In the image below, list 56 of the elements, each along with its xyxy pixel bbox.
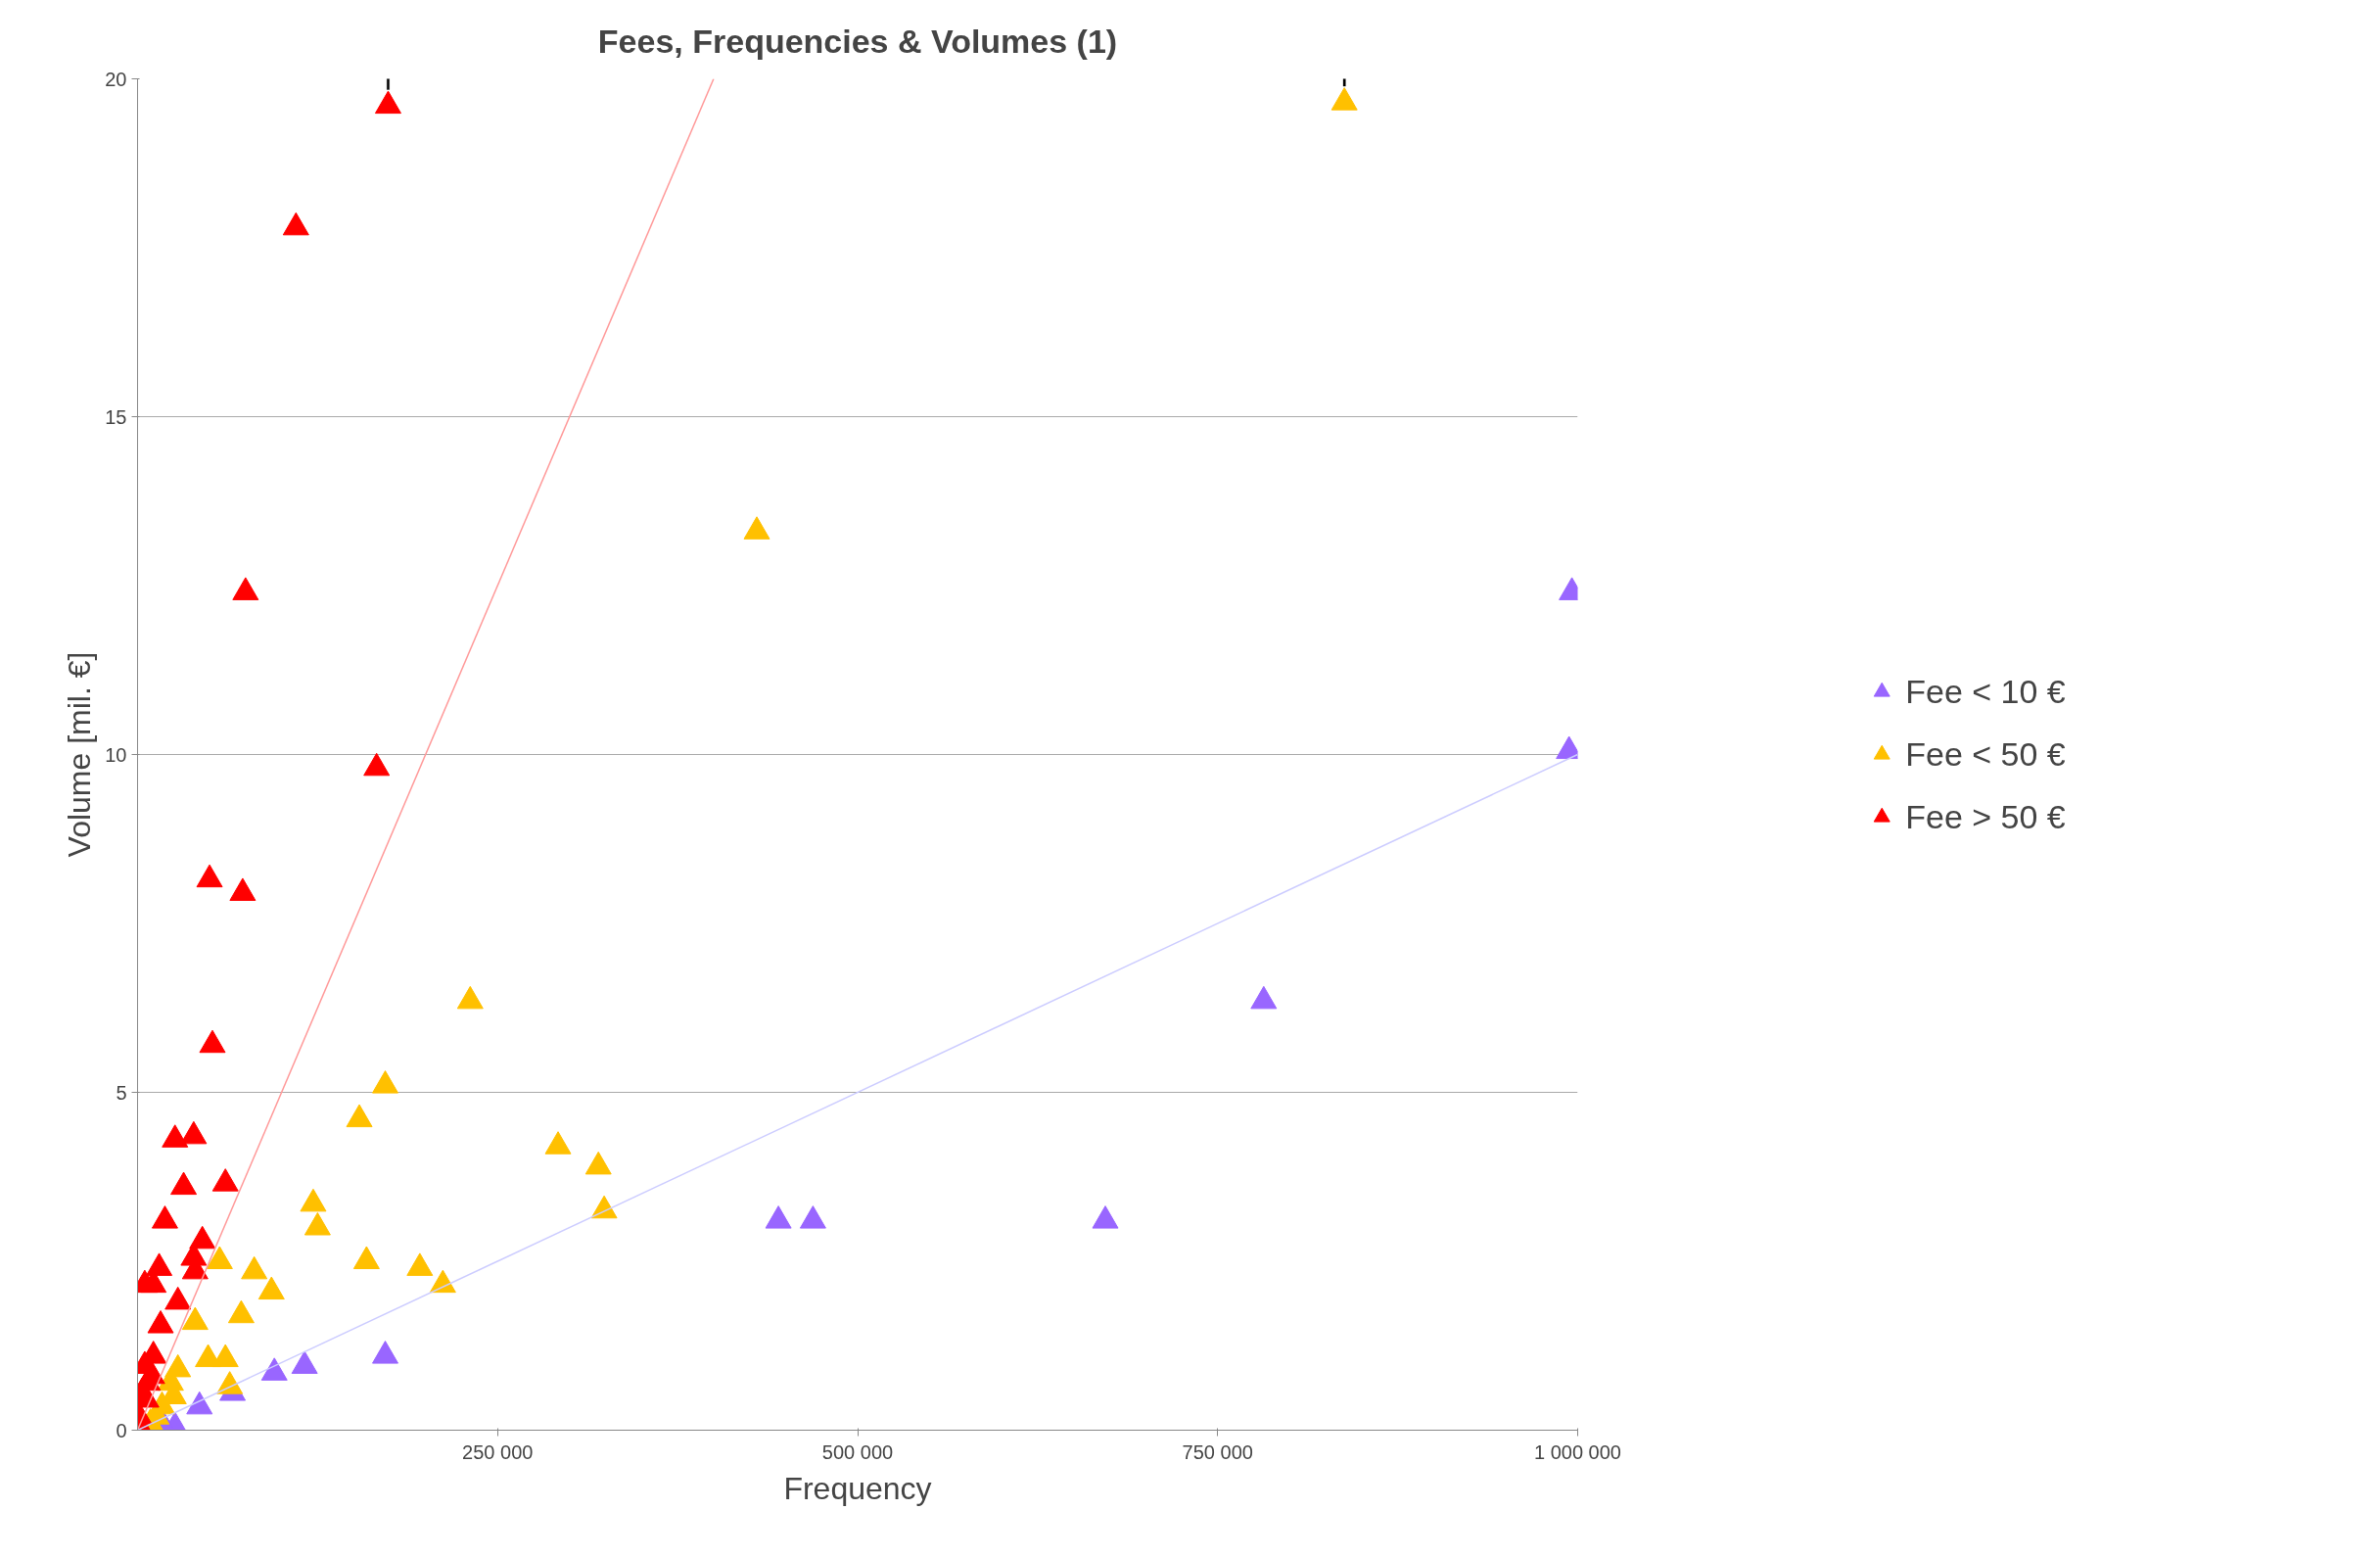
point [372, 1341, 399, 1364]
point [372, 1070, 399, 1094]
point [1330, 87, 1358, 111]
point [164, 1286, 192, 1310]
point [1092, 1205, 1119, 1229]
y-tick-label: 10 [105, 743, 127, 766]
x-tick-label: 750 000 [1182, 1440, 1253, 1463]
y-tick-label: 20 [105, 68, 127, 90]
legend-label: Fee > 50 € [1905, 797, 2066, 836]
point [1250, 985, 1278, 1010]
point [151, 1205, 178, 1229]
point [146, 1252, 173, 1276]
x-tick-label: 1 000 000 [1534, 1440, 1621, 1463]
point [584, 1151, 612, 1175]
point [291, 1350, 318, 1374]
point [544, 1131, 572, 1155]
y-tick-label: 5 [116, 1081, 127, 1104]
x-axis-title: Frequency [783, 1470, 932, 1506]
point [227, 1299, 255, 1324]
point [162, 1124, 189, 1148]
point [743, 516, 770, 540]
point [147, 1310, 174, 1334]
y-tick-label: 0 [116, 1419, 127, 1441]
point [456, 985, 484, 1010]
point [211, 1168, 239, 1192]
point [282, 212, 309, 236]
point [260, 1357, 288, 1381]
point [211, 1344, 239, 1368]
x-tick-label: 500 000 [821, 1440, 894, 1463]
legend-label: Fee < 10 € [1905, 672, 2066, 711]
point [352, 1246, 380, 1270]
point [186, 1391, 213, 1415]
point [300, 1188, 327, 1212]
point [229, 877, 257, 901]
point [189, 1225, 216, 1250]
legend-label: Fee < 50 € [1905, 734, 2066, 774]
point [232, 577, 259, 600]
point [363, 752, 391, 777]
point [241, 1255, 268, 1280]
point [257, 1276, 285, 1300]
point [199, 1029, 226, 1054]
point [180, 1120, 208, 1145]
point [799, 1205, 826, 1229]
point [181, 1306, 209, 1331]
y-tick-label: 15 [105, 405, 127, 428]
point [346, 1104, 373, 1128]
point [303, 1211, 331, 1236]
point [196, 864, 223, 888]
point [170, 1171, 198, 1196]
chart-title: Fees, Frequencies & Volumes (1) [597, 22, 1118, 60]
point [206, 1246, 233, 1270]
x-tick-label: 250 000 [462, 1440, 534, 1463]
point [765, 1205, 792, 1229]
point [374, 90, 401, 115]
y-axis-title: Volume [mil. €] [62, 651, 98, 858]
point [406, 1252, 434, 1276]
